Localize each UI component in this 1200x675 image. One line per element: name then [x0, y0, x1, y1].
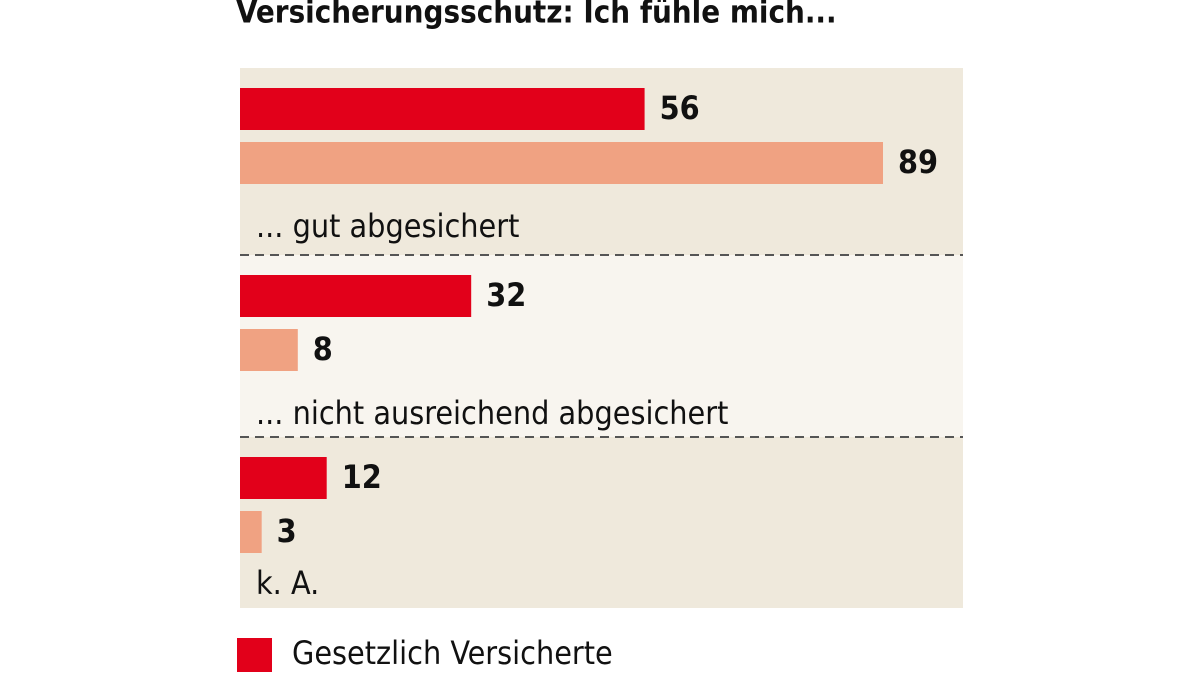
bar [240, 142, 883, 184]
value-label: 8 [313, 330, 333, 368]
category-label: k. A. [256, 564, 319, 602]
row-background [240, 437, 963, 608]
value-label: 3 [277, 512, 297, 550]
value-label: 12 [342, 458, 382, 496]
legend-label: Gesetzlich Versicherte [292, 634, 613, 672]
value-label: 32 [486, 276, 526, 314]
value-label: 89 [898, 143, 938, 181]
value-label: 56 [660, 89, 700, 127]
bar [240, 275, 472, 317]
bar [240, 457, 327, 499]
category-label: ... gut abgesichert [256, 207, 519, 245]
legend-swatch [237, 638, 272, 672]
chart-title: Versicherungsschutz: Ich fühle mich... [236, 0, 837, 31]
bar [240, 329, 298, 371]
category-label: ... nicht ausreichend abgesichert [256, 394, 728, 432]
bar [240, 511, 262, 553]
bar [240, 88, 645, 130]
